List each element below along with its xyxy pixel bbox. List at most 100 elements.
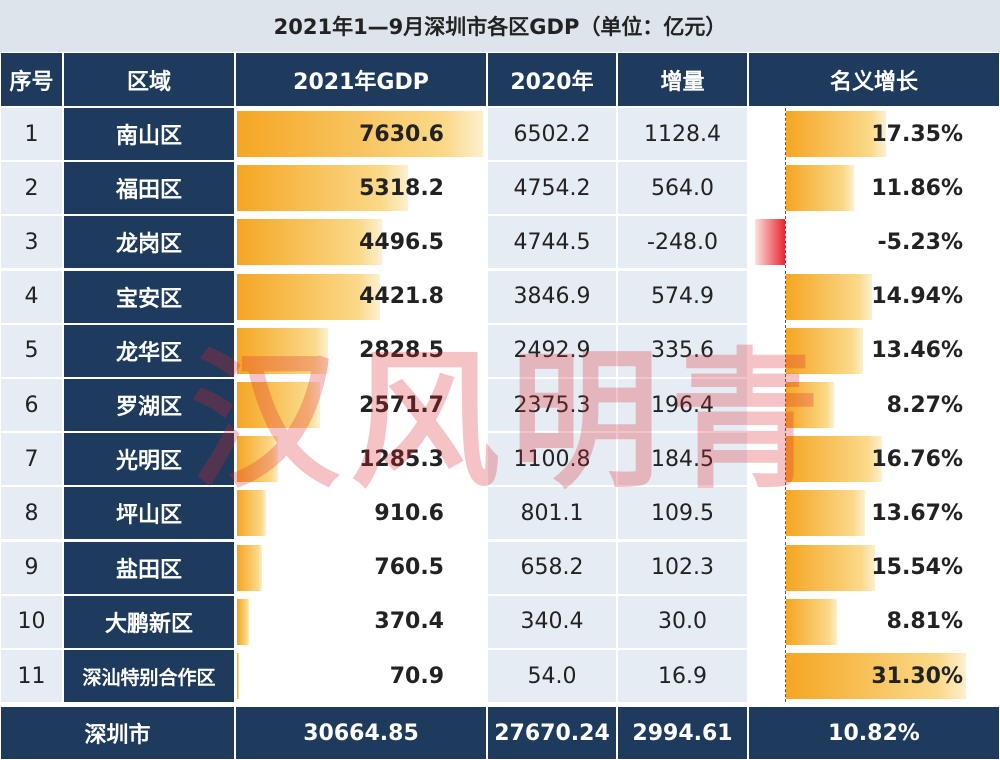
- cell-bg: [1, 433, 62, 486]
- cell-bg: [488, 595, 616, 648]
- cell-bg: [618, 216, 747, 269]
- table-cell: 深汕特别合作区: [82, 666, 216, 689]
- table-cell: 370.4: [374, 609, 444, 635]
- table-cell: 南山区: [115, 124, 182, 149]
- table-cell: 宝安区: [115, 286, 182, 312]
- table-cell: 564.0: [651, 175, 714, 201]
- footer-cell: 深圳市: [1, 707, 234, 759]
- title: 2021年1—9月深圳市各区GDP（单位：亿元）: [0, 0, 1000, 52]
- table-cell: 龙岗区: [115, 232, 182, 258]
- growth-bar: [786, 490, 865, 537]
- cell-bg: [618, 108, 747, 160]
- table-cell: 9: [24, 555, 39, 581]
- growth-bar: [754, 219, 785, 266]
- table-cell: 340.4: [520, 609, 584, 635]
- gdp-bar: [237, 598, 249, 645]
- table-cell: 大鹏新区: [104, 611, 193, 637]
- growth-axis: [785, 216, 786, 269]
- table-cell: 14.94%: [871, 284, 963, 310]
- cell-bg: [618, 595, 747, 648]
- footer-cell: 27670.24: [488, 707, 616, 759]
- table-cell: 16.9: [658, 663, 707, 689]
- table-cell: 102.3: [651, 555, 714, 581]
- growth-bar: [786, 598, 837, 645]
- cell-bg: [64, 487, 234, 540]
- gdp-bar: [237, 165, 409, 212]
- cell-bg: [64, 595, 234, 648]
- cell-bg: [236, 541, 486, 594]
- table-cell: 龙华区: [115, 340, 182, 366]
- header-cell: 2021年GDP: [236, 53, 486, 106]
- growth-bar: [786, 382, 834, 428]
- table-cell: 8: [24, 500, 39, 526]
- table-cell: 8.81%: [886, 609, 963, 635]
- table-cell: 8.27%: [886, 392, 963, 418]
- header-cell: 增量: [618, 53, 747, 106]
- cell-bg: [618, 487, 747, 540]
- growth-axis: [785, 379, 786, 431]
- cell-bg: [488, 541, 616, 594]
- growth-axis: [785, 162, 786, 215]
- gdp-bar: [237, 273, 380, 320]
- cell-bg: [618, 541, 747, 594]
- gdp-bar: [237, 327, 329, 374]
- table-cell: 574.9: [651, 284, 714, 310]
- growth-bar: [786, 544, 876, 591]
- cell-bg: [618, 162, 747, 215]
- table-cell: 70.9: [389, 663, 444, 689]
- table-cell: 2492.9: [513, 338, 591, 364]
- table-cell: -248.0: [647, 229, 718, 255]
- header-cell: 区域: [64, 53, 234, 106]
- table-cell: -5.23%: [877, 229, 963, 255]
- table-cell: 1128.4: [644, 121, 721, 147]
- cell-bg: [488, 379, 616, 431]
- cell-bg: [236, 650, 486, 702]
- table-cell: 2: [24, 175, 39, 201]
- cell-bg: [64, 108, 234, 160]
- table-cell: 11.86%: [871, 175, 963, 201]
- table-cell: 13.67%: [871, 500, 963, 526]
- table-cell: 54.0: [527, 663, 577, 689]
- table-cell: 31.30%: [871, 663, 963, 689]
- cell-bg: [749, 216, 999, 269]
- growth-axis: [785, 324, 786, 377]
- table-cell: 335.6: [651, 338, 714, 364]
- table-cell: 7: [24, 446, 39, 472]
- header-cell: 名义增长: [749, 53, 999, 106]
- table-cell: 3: [24, 229, 39, 255]
- footer-cell: 10.82%: [749, 707, 999, 759]
- growth-axis: [785, 595, 786, 648]
- table-cell: 910.6: [374, 500, 444, 526]
- table-cell: 760.5: [374, 555, 444, 581]
- gdp-bar: [237, 436, 279, 483]
- cell-bg: [1, 162, 62, 215]
- table-cell: 17.35%: [871, 121, 963, 147]
- table-cell: 4754.2: [513, 175, 591, 201]
- cell-bg: [64, 433, 234, 486]
- table-cell: 11: [17, 663, 46, 689]
- cell-bg: [488, 216, 616, 269]
- table-cell: 5318.2: [359, 175, 444, 201]
- cell-bg: [236, 487, 486, 540]
- footer-cell: 2994.61: [618, 707, 747, 759]
- table-cell: 1285.3: [359, 446, 444, 472]
- table-cell: 109.5: [651, 500, 714, 526]
- cell-bg: [1, 270, 62, 323]
- cell-bg: [1, 595, 62, 648]
- cell-bg: [64, 541, 234, 594]
- growth-axis: [785, 433, 786, 486]
- table-cell: 5: [24, 338, 39, 364]
- growth-bar: [786, 111, 886, 157]
- growth-bar: [786, 165, 855, 212]
- gdp-bar: [237, 490, 267, 537]
- table-cell: 658.2: [520, 555, 584, 581]
- cell-bg: [488, 487, 616, 540]
- table-cell: 13.46%: [871, 338, 963, 364]
- table-cell: 30.0: [658, 609, 707, 635]
- table-cell: 3846.9: [513, 284, 591, 310]
- table-cell: 光明区: [115, 449, 182, 475]
- table-cell: 坪山区: [115, 503, 182, 529]
- cell-bg: [488, 270, 616, 323]
- gdp-bar: [237, 382, 320, 428]
- cell-bg: [488, 433, 616, 486]
